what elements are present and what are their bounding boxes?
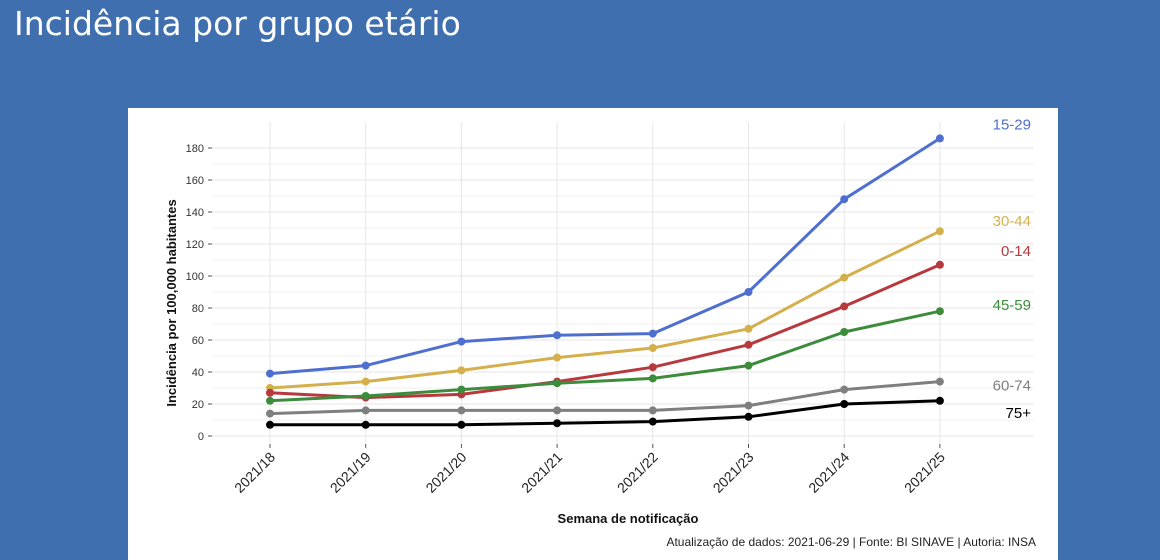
data-point-15-29 bbox=[553, 331, 562, 340]
grid bbox=[212, 122, 1034, 444]
x-ticks: 2021/18 2021/19 2021/20 2021/21 2021/22 2021/… bbox=[231, 444, 948, 496]
y-tick-label: 140 bbox=[186, 207, 204, 219]
data-point-15-29 bbox=[648, 329, 657, 338]
data-point-75+ bbox=[648, 417, 657, 426]
data-point-0-14 bbox=[935, 260, 944, 269]
data-point-15-29 bbox=[935, 134, 944, 143]
series-label-30-44: 30-44 bbox=[993, 213, 1031, 230]
slide-title: Incidência por grupo etário bbox=[14, 4, 461, 43]
data-point-60-74 bbox=[457, 406, 466, 415]
data-point-15-29 bbox=[457, 337, 466, 346]
x-tick-label: 2021/19 bbox=[327, 449, 374, 496]
data-point-60-74 bbox=[361, 406, 370, 415]
series-label-45-59: 45-59 bbox=[993, 297, 1031, 314]
data-point-60-74 bbox=[935, 377, 944, 386]
data-point-15-29 bbox=[361, 361, 370, 370]
y-tick-label: 120 bbox=[186, 239, 204, 251]
x-tick-label: 2021/25 bbox=[901, 449, 948, 496]
series-labels: 15-29 30-44 0-14 45-59 60-74 75+ bbox=[993, 116, 1032, 421]
data-point-45-59 bbox=[553, 379, 562, 388]
data-point-30-44 bbox=[840, 273, 849, 282]
data-point-60-74 bbox=[648, 406, 657, 415]
y-tick-label: 0 bbox=[198, 431, 204, 443]
series-line-75+ bbox=[270, 399, 940, 427]
data-point-75+ bbox=[935, 396, 944, 405]
data-point-75+ bbox=[457, 420, 466, 429]
x-axis-title: Semana de notificação bbox=[558, 511, 699, 526]
data-point-60-74 bbox=[744, 401, 753, 410]
data-point-15-29 bbox=[744, 288, 753, 296]
data-point-60-74 bbox=[553, 406, 562, 415]
data-point-0-14 bbox=[266, 388, 274, 397]
x-tick-label: 2021/22 bbox=[614, 449, 661, 496]
data-point-75+ bbox=[266, 420, 274, 429]
data-point-75+ bbox=[361, 420, 370, 429]
series-line-45-59 bbox=[269, 309, 941, 403]
data-point-45-59 bbox=[840, 328, 849, 336]
series-line-30-44 bbox=[269, 229, 941, 390]
data-point-30-44 bbox=[457, 366, 466, 375]
data-point-30-44 bbox=[553, 353, 562, 362]
data-point-15-29 bbox=[266, 369, 274, 378]
y-tick-label: 60 bbox=[192, 335, 204, 347]
data-point-45-59 bbox=[266, 396, 274, 405]
x-tick-label: 2021/23 bbox=[710, 449, 757, 496]
series-label-60-74: 60-74 bbox=[993, 378, 1031, 395]
series-line-0-14 bbox=[269, 263, 941, 400]
x-tick-label: 2021/18 bbox=[231, 449, 278, 496]
series-label-0-14: 0-14 bbox=[1001, 243, 1031, 260]
data-point-60-74 bbox=[266, 409, 274, 418]
series-lines bbox=[266, 134, 944, 429]
data-point-45-59 bbox=[361, 392, 370, 400]
data-point-45-59 bbox=[744, 361, 753, 370]
series-line-15-29 bbox=[269, 137, 941, 376]
data-point-75+ bbox=[553, 419, 562, 428]
y-tick-label: 180 bbox=[186, 143, 204, 155]
series-label-15-29: 15-29 bbox=[993, 116, 1031, 133]
y-ticks: 0 20 40 60 80 100 120 140 160 180 bbox=[186, 143, 212, 443]
series-label-75+: 75+ bbox=[1006, 405, 1032, 422]
chart-caption: Atualização de dados: 2021-06-29 | Fonte… bbox=[666, 535, 1036, 549]
data-point-75+ bbox=[744, 412, 753, 421]
data-point-0-14 bbox=[648, 363, 657, 372]
data-point-15-29 bbox=[840, 195, 849, 204]
y-tick-label: 20 bbox=[192, 399, 204, 411]
data-point-0-14 bbox=[840, 302, 849, 311]
y-tick-label: 80 bbox=[192, 303, 204, 315]
y-tick-label: 160 bbox=[186, 175, 204, 187]
data-point-45-59 bbox=[648, 374, 657, 383]
data-point-75+ bbox=[840, 400, 849, 408]
data-point-30-44 bbox=[648, 344, 657, 352]
data-point-30-44 bbox=[935, 227, 944, 236]
data-point-45-59 bbox=[457, 385, 466, 394]
y-tick-label: 40 bbox=[192, 367, 204, 379]
x-tick-label: 2021/21 bbox=[518, 449, 565, 496]
data-point-30-44 bbox=[744, 324, 753, 333]
x-tick-label: 2021/24 bbox=[805, 449, 852, 496]
y-axis-title: Incidência por 100,000 habitantes bbox=[164, 199, 179, 406]
data-point-0-14 bbox=[744, 340, 753, 349]
x-tick-label: 2021/20 bbox=[422, 449, 469, 496]
series-line-60-74 bbox=[269, 380, 941, 416]
y-tick-label: 100 bbox=[186, 271, 204, 283]
data-point-45-59 bbox=[935, 307, 944, 316]
data-point-30-44 bbox=[361, 377, 370, 386]
chart-panel: 0 20 40 60 80 100 120 140 160 180 2021/18 2021/19 2… bbox=[128, 108, 1058, 560]
data-point-60-74 bbox=[840, 385, 849, 394]
